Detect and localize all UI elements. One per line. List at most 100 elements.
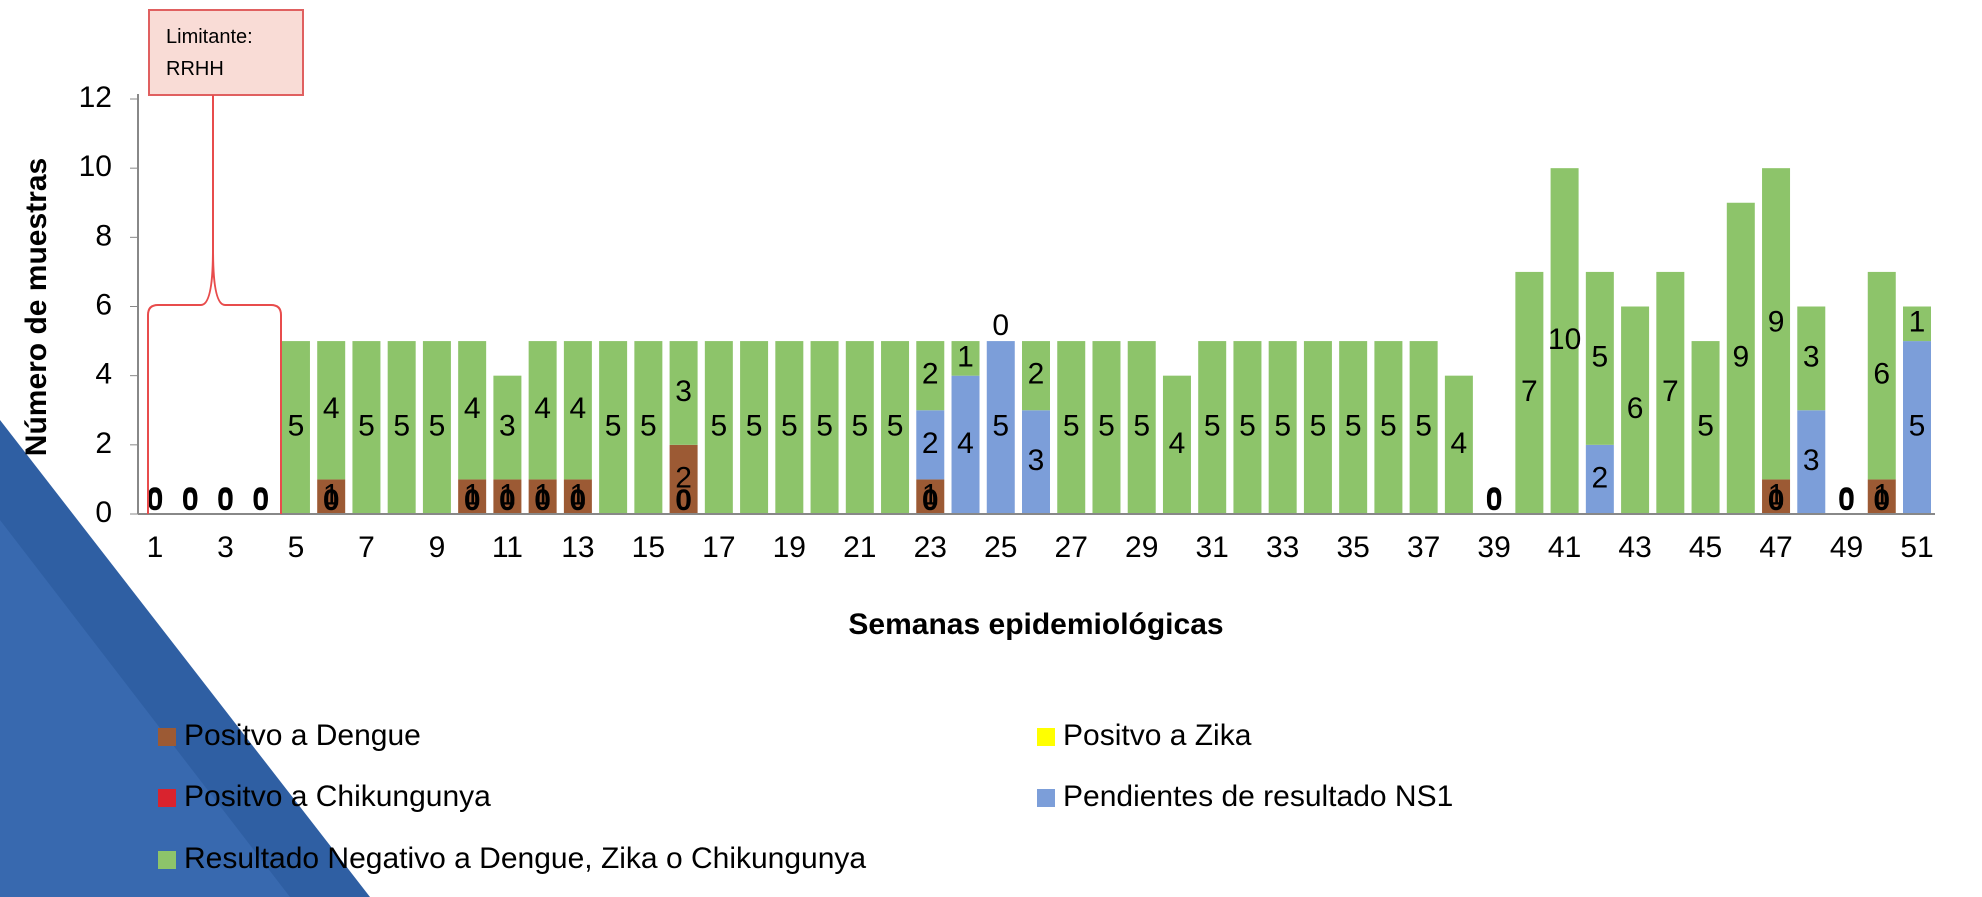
data-label: 0 xyxy=(922,484,939,517)
bar-segment xyxy=(1691,341,1720,514)
bar-segment xyxy=(1726,202,1755,514)
data-label: 7 xyxy=(1521,375,1538,408)
x-tick-label: 35 xyxy=(1336,531,1369,564)
data-label: 4 xyxy=(570,392,587,425)
x-tick-label: 23 xyxy=(914,531,947,564)
bar-segment xyxy=(740,341,769,514)
bar-segment xyxy=(810,341,839,514)
data-label: 0 xyxy=(147,482,164,515)
y-axis-label: Número de muestras xyxy=(20,158,53,456)
data-label: 0 xyxy=(252,482,269,515)
x-tick-label: 47 xyxy=(1759,531,1792,564)
y-tick-label: 12 xyxy=(79,81,112,114)
data-label: 1 xyxy=(499,479,516,512)
bar-segment xyxy=(1022,410,1050,514)
x-tick-label: 31 xyxy=(1196,531,1229,564)
annotation-text: Limitante: RRHH xyxy=(166,26,253,80)
data-label: 5 xyxy=(1415,409,1432,442)
data-label: 4 xyxy=(957,427,974,460)
x-tick-label: 49 xyxy=(1830,531,1863,564)
data-label: 5 xyxy=(1274,409,1291,442)
x-tick-label: 17 xyxy=(702,531,735,564)
bar-segment xyxy=(634,341,663,514)
data-label: 3 xyxy=(1803,444,1820,477)
x-tick-label: 39 xyxy=(1477,531,1510,564)
annotation-box xyxy=(148,9,304,96)
data-label: 5 xyxy=(851,409,868,442)
legend-label: Resultado Negativo a Dengue, Zika o Chik… xyxy=(184,842,866,875)
data-label: 2 xyxy=(1028,358,1045,391)
bar-segment xyxy=(951,375,980,514)
bar-segment xyxy=(845,341,874,514)
bar-segment xyxy=(387,341,416,514)
data-label: 5 xyxy=(1697,409,1714,442)
bar-segment xyxy=(986,341,1015,514)
data-label: 7 xyxy=(1662,375,1679,408)
data-label: 4 xyxy=(534,392,551,425)
legend-swatch xyxy=(158,789,176,807)
data-label: 1 xyxy=(957,340,974,373)
data-label: 1 xyxy=(1873,479,1890,512)
data-label: 0 xyxy=(464,484,481,517)
data-label: 5 xyxy=(1909,409,1926,442)
bar-segment xyxy=(669,341,698,445)
bar-segment xyxy=(1233,341,1262,514)
data-label: 1 xyxy=(534,479,551,512)
data-label: 0 xyxy=(992,309,1009,342)
data-label: 10 xyxy=(1548,323,1581,356)
bar-segment xyxy=(1762,479,1791,514)
bar-segment xyxy=(916,479,945,514)
annotation-bracket xyxy=(147,95,282,514)
bar-segment xyxy=(1339,341,1368,514)
bar-segment xyxy=(422,341,451,514)
bar-segment xyxy=(1092,341,1121,514)
x-tick-label: 13 xyxy=(561,531,594,564)
data-label: 5 xyxy=(358,409,375,442)
data-label: 5 xyxy=(781,409,798,442)
bar-segment xyxy=(317,479,346,514)
data-label: 0 xyxy=(323,484,340,517)
y-tick-label: 4 xyxy=(95,358,112,391)
bar-segment xyxy=(1621,306,1650,514)
bar-segment xyxy=(352,341,381,514)
bar-segment xyxy=(916,341,945,411)
data-label: 1 xyxy=(1909,306,1926,339)
data-label: 4 xyxy=(323,392,340,425)
x-tick-label: 43 xyxy=(1618,531,1651,564)
x-tick-label: 25 xyxy=(984,531,1017,564)
bar-segment xyxy=(599,341,628,514)
bar-segment xyxy=(669,444,698,514)
bar-segment xyxy=(458,341,487,480)
data-label: 5 xyxy=(887,409,904,442)
data-label: 5 xyxy=(605,409,622,442)
bar-segment xyxy=(1585,444,1614,514)
data-label: 5 xyxy=(1098,409,1115,442)
legend-label: Pendientes de resultado NS1 xyxy=(1063,780,1453,813)
bar-segment xyxy=(1198,341,1227,514)
data-label: 0 xyxy=(182,482,199,515)
x-tick-label: 37 xyxy=(1407,531,1440,564)
data-label: 5 xyxy=(1133,409,1150,442)
x-tick-label: 29 xyxy=(1125,531,1158,564)
data-label: 4 xyxy=(1451,427,1468,460)
bar-segment xyxy=(1409,341,1438,514)
data-label: 6 xyxy=(1627,392,1644,425)
x-tick-label: 33 xyxy=(1266,531,1299,564)
data-label: 0 xyxy=(499,484,516,517)
bar-segment xyxy=(563,341,592,480)
x-tick-label: 51 xyxy=(1900,531,1933,564)
legend-swatch xyxy=(158,851,176,869)
x-tick-label: 5 xyxy=(288,531,305,564)
data-label: 0 xyxy=(147,484,164,517)
bar-segment xyxy=(1797,306,1826,411)
bar-segment xyxy=(1903,306,1931,342)
y-tick-label: 10 xyxy=(79,150,112,183)
bar-segment xyxy=(1903,341,1931,514)
bar-segment xyxy=(493,479,522,514)
bar-segment xyxy=(916,410,945,480)
data-label: 0 xyxy=(217,482,234,515)
data-label: 0 xyxy=(675,484,692,517)
bar-segment xyxy=(458,479,487,514)
bar-segment xyxy=(1162,375,1191,514)
